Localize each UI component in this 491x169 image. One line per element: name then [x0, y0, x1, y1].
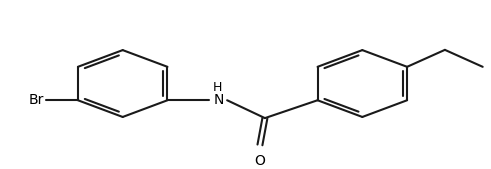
Text: H: H	[213, 81, 222, 94]
Text: O: O	[254, 154, 266, 168]
Text: Br: Br	[29, 93, 44, 107]
Text: N: N	[213, 93, 223, 107]
